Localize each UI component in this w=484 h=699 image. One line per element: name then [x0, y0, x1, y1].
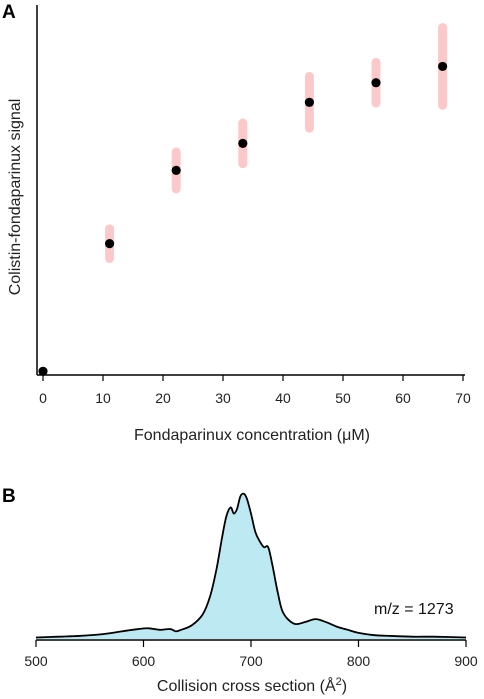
panel-b-x-axis-label: Collision cross section (Å2)	[157, 676, 347, 695]
panel-a-x-tick-label: 50	[335, 390, 351, 406]
panel-b-x-axis-label-tail: )	[342, 678, 347, 695]
panel-b-x-axis-label-sup: 2	[336, 676, 342, 688]
panel-b-annotation: m/z = 1273	[374, 601, 454, 618]
panel-b-x-tick-label: 500	[24, 653, 48, 669]
panel-a-x-tick-label: 60	[395, 390, 411, 406]
panel-a-data-point	[438, 61, 448, 72]
panel-a-label: A	[2, 2, 16, 23]
panel-a-x-tick-label: 30	[215, 390, 231, 406]
panel-b: B 500 600 700 800 900 m/z = 1273 Collision c…	[2, 486, 478, 695]
panel-b-x-tick-label: 700	[239, 653, 263, 669]
panel-a-x-axis-label: Fondaparinux concentration (μM)	[134, 427, 370, 444]
panel-a-data-point	[371, 78, 381, 88]
panel-b-label: B	[2, 486, 16, 507]
panel-a-data-point	[38, 366, 48, 376]
panel-a-x-tick-label: 70	[455, 390, 471, 406]
panel-a-data-point	[304, 97, 314, 107]
panel-a-x-tick-label: 20	[155, 390, 171, 406]
panel-b-x-ticks: 500 600 700 800 900	[24, 640, 478, 669]
panel-a-x-tick-label: 40	[275, 390, 291, 406]
panel-b-area	[36, 493, 466, 639]
panel-b-x-tick-label: 600	[132, 653, 156, 669]
panel-a-data-point	[171, 165, 181, 175]
panel-a-y-axis-label: Colistin-fondaparinux signal	[7, 99, 24, 296]
panel-a-data-point	[105, 239, 115, 249]
panel-b-x-axis-label-main: Collision cross section (Å	[157, 676, 336, 695]
panel-a: A Colistin-fondaparinux signal Fondapari…	[2, 2, 471, 444]
panel-a-marks	[38, 23, 448, 376]
panel-a-x-tick-label: 0	[39, 390, 47, 406]
panel-b-x-tick-label: 800	[347, 653, 371, 669]
panel-b-line	[35, 492, 467, 639]
panel-a-x-tick-label: 10	[95, 390, 111, 406]
panel-a-data-point	[238, 138, 248, 148]
panel-a-x-ticks: 0 10 20 30 40 50 60 70	[39, 375, 471, 406]
panel-b-x-tick-label: 900	[454, 653, 478, 669]
